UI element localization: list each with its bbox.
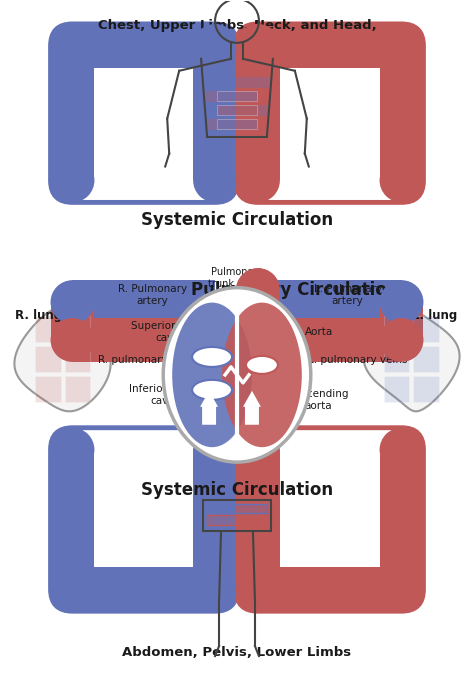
Text: L. Pulmonary
artery: L. Pulmonary artery (314, 284, 382, 306)
Text: Inferior vena
cava: Inferior vena cava (129, 384, 196, 406)
Bar (35, 346, 61, 372)
Bar (73, 24, 215, 68)
Bar (64, 316, 91, 342)
Text: Systemic Circulation: Systemic Circulation (141, 212, 333, 229)
FancyArrow shape (243, 391, 261, 425)
Circle shape (193, 24, 237, 68)
Bar (207, 516, 267, 526)
Bar (383, 346, 410, 372)
Text: Aorta: Aorta (305, 327, 333, 337)
Circle shape (193, 428, 237, 472)
Polygon shape (364, 309, 460, 411)
Bar (380, 302, 423, 340)
Bar (205, 119, 269, 129)
Circle shape (236, 428, 280, 472)
Bar (205, 91, 269, 102)
Bar (64, 346, 91, 372)
Bar (73, 318, 215, 362)
Bar (205, 77, 269, 88)
Bar (73, 568, 215, 611)
Bar (380, 46, 423, 181)
Circle shape (193, 158, 237, 202)
Bar (35, 376, 61, 402)
Circle shape (236, 268, 280, 312)
Circle shape (380, 280, 423, 324)
Bar (207, 516, 267, 526)
Circle shape (236, 568, 280, 611)
Text: Descending
aorta: Descending aorta (287, 389, 348, 410)
Bar (258, 24, 401, 68)
Bar (236, 290, 280, 302)
Circle shape (236, 24, 280, 68)
Bar (207, 503, 267, 514)
Bar (51, 450, 94, 589)
Bar (73, 280, 215, 324)
Ellipse shape (172, 303, 252, 447)
Text: Superior vena
cava: Superior vena cava (131, 321, 204, 343)
Circle shape (51, 280, 94, 324)
Circle shape (236, 158, 280, 202)
Text: R. pulmonary veins: R. pulmonary veins (98, 355, 199, 365)
Circle shape (51, 568, 94, 611)
Circle shape (193, 568, 237, 611)
Ellipse shape (222, 303, 302, 447)
Bar (217, 91, 257, 100)
Text: Chest, Upper Limbs, Neck, and Head,: Chest, Upper Limbs, Neck, and Head, (98, 19, 376, 32)
Bar (258, 568, 401, 611)
Bar (236, 46, 280, 181)
Bar (258, 280, 401, 324)
Text: Systemic Circulation: Systemic Circulation (141, 481, 333, 499)
Bar (64, 376, 91, 402)
Bar (236, 450, 280, 589)
Bar (413, 346, 439, 372)
Bar (217, 119, 257, 129)
Circle shape (380, 24, 423, 68)
Text: L. pulmonary veins: L. pulmonary veins (308, 355, 407, 365)
Bar (413, 376, 439, 402)
Bar (207, 503, 267, 514)
Bar (51, 302, 94, 340)
Bar (193, 450, 237, 589)
Ellipse shape (192, 347, 232, 367)
Bar (203, 499, 271, 531)
Ellipse shape (192, 380, 232, 400)
Circle shape (380, 428, 423, 472)
Bar (217, 104, 257, 115)
Circle shape (380, 158, 423, 202)
Circle shape (51, 24, 94, 68)
Bar (258, 318, 401, 362)
Text: Pulmonary Circulation: Pulmonary Circulation (191, 281, 399, 299)
Ellipse shape (246, 356, 278, 374)
Bar (380, 450, 423, 589)
Text: R. lung: R. lung (15, 309, 62, 321)
Polygon shape (14, 309, 110, 411)
Bar (193, 46, 237, 181)
Bar (383, 316, 410, 342)
Bar (51, 46, 94, 181)
Text: R. Pulmonary
artery: R. Pulmonary artery (118, 284, 187, 306)
Bar (236, 340, 280, 420)
Circle shape (51, 318, 94, 362)
Bar (51, 302, 94, 340)
Bar (383, 376, 410, 402)
Circle shape (51, 428, 94, 472)
Ellipse shape (163, 288, 311, 462)
Bar (380, 302, 423, 340)
Bar (205, 104, 269, 116)
Circle shape (236, 268, 280, 312)
Bar (193, 340, 237, 420)
Bar (215, 302, 259, 310)
Bar (413, 316, 439, 342)
Bar (35, 316, 61, 342)
Circle shape (380, 568, 423, 611)
Text: Pulmonary
trunk artery: Pulmonary trunk artery (208, 268, 266, 289)
FancyArrow shape (200, 391, 218, 425)
Circle shape (51, 158, 94, 202)
Circle shape (380, 318, 423, 362)
Text: L. lung: L. lung (412, 309, 457, 321)
Text: Abdomen, Pelvis, Lower Limbs: Abdomen, Pelvis, Lower Limbs (122, 646, 352, 659)
